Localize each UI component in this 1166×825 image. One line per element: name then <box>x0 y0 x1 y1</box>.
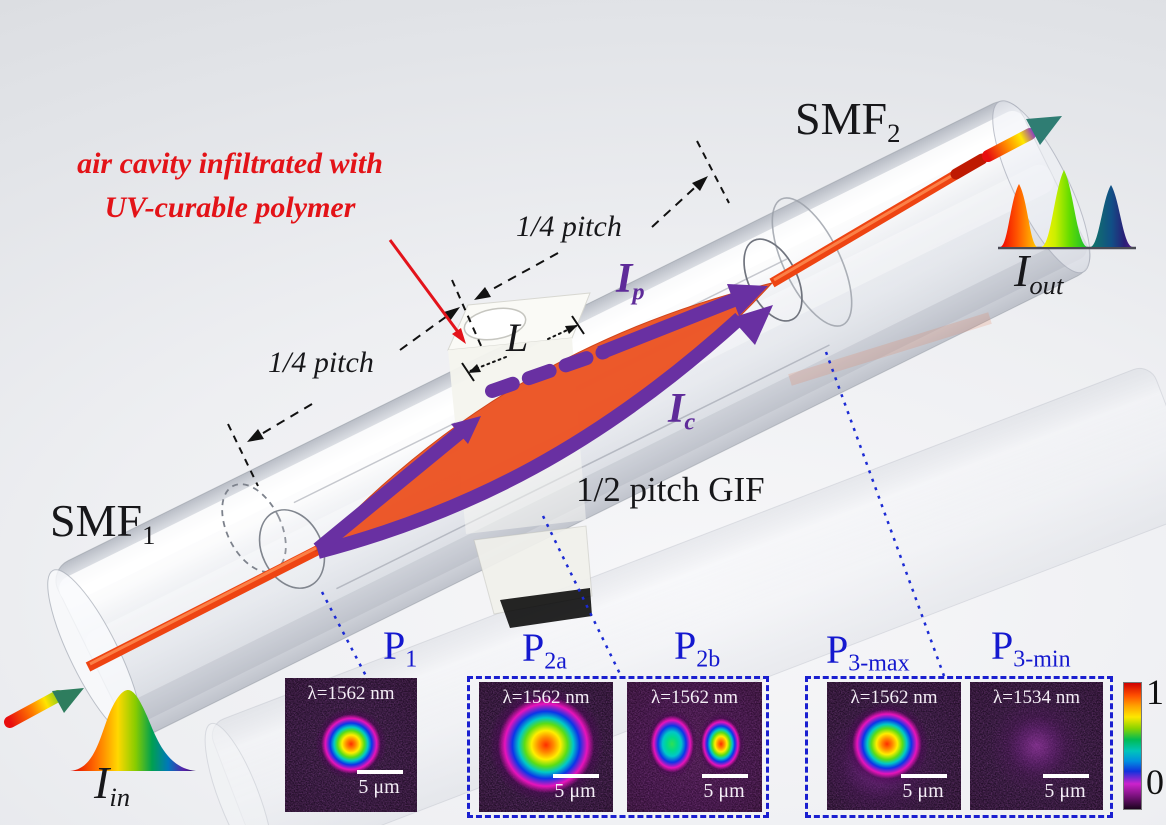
p2b-sub: 2b <box>696 646 721 673</box>
p3-group-box <box>805 676 1113 818</box>
wavelength-label: λ=1562 nm <box>502 687 590 708</box>
fiber-core-beam <box>85 153 992 672</box>
quarter-pitch-lower-label: 1/4 pitch <box>268 346 374 379</box>
wavelength-label: λ=1562 nm <box>651 687 738 708</box>
p2b-base: P <box>674 623 697 668</box>
input-spectrum <box>70 690 196 771</box>
output-intensity-label: Iout <box>1014 248 1063 299</box>
cladding-path-ic-arrow <box>316 305 773 559</box>
input-intensity-label: Iin <box>94 760 130 811</box>
p2a-sub: 2a <box>544 648 567 675</box>
ic-base: I <box>668 386 685 432</box>
pitch-dimension-lines <box>227 140 730 487</box>
mode-spot-faint <box>989 698 1085 794</box>
scale-bar <box>553 774 599 778</box>
p2a-base: P <box>522 625 545 670</box>
intensity-colorbar <box>1123 682 1142 810</box>
p3min-base: P <box>991 623 1014 668</box>
smf2-sub: 2 <box>887 118 901 148</box>
scale-label: 5 μm <box>902 780 944 802</box>
profile-label-p2b: P2b <box>674 626 720 672</box>
smf2-label: SMF2 <box>795 96 900 147</box>
scale-label: 5 μm <box>703 780 745 802</box>
polymer-path-ip-arrow <box>313 284 768 555</box>
mode-lobe-left <box>646 710 698 778</box>
iin-sub: in <box>109 782 131 812</box>
p1-sub: 1 <box>405 646 418 673</box>
beam-profile-image-p3min: λ=1534 nm 5 μm <box>970 682 1103 810</box>
scale-label: 5 μm <box>358 776 400 798</box>
iin-base: I <box>94 757 110 808</box>
annotation-arrow <box>388 239 466 344</box>
profile-label-p3min: P3-min <box>991 626 1071 672</box>
mode-spot <box>488 687 604 803</box>
ip-label: Ip <box>616 258 645 305</box>
smf1-sub: 1 <box>142 520 156 550</box>
beam-profile-image-p1: λ=1562 nm 5 μm <box>285 678 417 812</box>
beam-profile-image-p3max: λ=1562 nm 5 μm <box>827 682 961 810</box>
iout-sub: out <box>1029 270 1064 300</box>
scale-label: 5 μm <box>554 780 596 802</box>
p3min-sub: 3-min <box>1013 646 1071 673</box>
cavity-length-measure <box>461 315 585 382</box>
annotation-line2: UV-curable polymer <box>104 190 356 224</box>
ic-label: Ic <box>668 388 695 435</box>
mode-spot <box>845 702 929 786</box>
beam-profile-image-p2a: λ=1562 nm 5 μm <box>479 682 613 812</box>
iout-base: I <box>1014 245 1030 296</box>
input-light-arrow-icon <box>4 688 84 728</box>
scale-bar <box>901 774 947 778</box>
wavelength-label: λ=1534 nm <box>993 687 1080 708</box>
wavelength-label: λ=1562 nm <box>850 687 938 708</box>
air-cavity-hole <box>463 307 527 341</box>
p2-group-box <box>467 676 769 818</box>
smf1-label: SMF1 <box>50 498 155 549</box>
scale-bar <box>357 770 403 774</box>
scale-label: 5 μm <box>1044 780 1086 802</box>
colorbar-min-label: 0 <box>1146 762 1164 802</box>
half-pitch-gif-label: 1/2 pitch GIF <box>576 470 765 509</box>
wavelength-label: λ=1562 nm <box>307 683 395 704</box>
mode-spot <box>315 708 387 780</box>
annotation-line1: air cavity infiltrated with <box>77 147 383 180</box>
air-cavity-annotation: air cavity infiltrated with UV-curable p… <box>28 142 432 229</box>
profile-leader-lines <box>320 351 946 677</box>
profile-label-p1: P1 <box>383 626 417 672</box>
profile-label-p3max: P3-max <box>826 630 910 676</box>
cavity-length-label: L <box>506 315 529 360</box>
p1-base: P <box>383 623 406 668</box>
smf2-base: SMF <box>795 93 888 144</box>
p3max-base: P <box>826 627 849 672</box>
output-spectrum <box>998 170 1136 250</box>
smf1-base: SMF <box>50 495 143 546</box>
scale-bar <box>1043 774 1089 778</box>
quarter-pitch-upper-label: 1/4 pitch <box>516 210 622 243</box>
ip-base: I <box>616 256 633 302</box>
mode-lobe-right <box>697 713 745 775</box>
scale-bar <box>702 774 748 778</box>
ip-sub: p <box>632 278 645 306</box>
colorbar-max-label: 1 <box>1146 672 1164 712</box>
ic-sub: c <box>684 408 696 436</box>
output-light-arrow-icon <box>982 116 1062 162</box>
beam-profile-image-p2b: λ=1562 nm 5 μm <box>627 682 762 812</box>
p3max-sub: 3-max <box>848 650 910 677</box>
profile-label-p2a: P2a <box>522 628 567 674</box>
